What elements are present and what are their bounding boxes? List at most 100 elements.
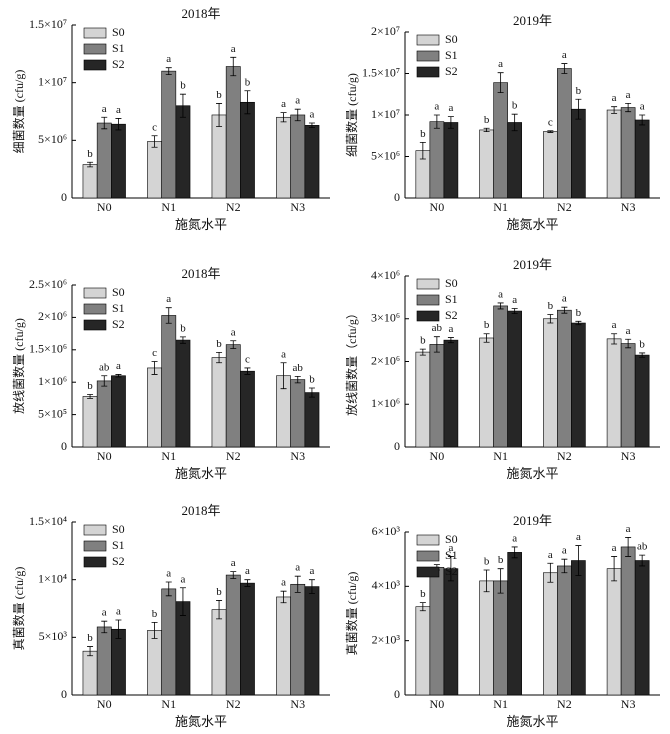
significance-label: a [166, 568, 171, 580]
legend-label: S1 [445, 48, 458, 62]
bar [225, 344, 241, 448]
error-bar [280, 112, 287, 123]
error-bar [511, 546, 518, 559]
x-tick-label: N3 [290, 200, 305, 214]
y-tick-label: 4×10³ [372, 578, 401, 592]
significance-label: a [640, 101, 645, 113]
bar [225, 66, 241, 199]
legend-swatch [416, 550, 440, 562]
error-bar [115, 374, 122, 378]
error-bar [433, 336, 440, 353]
chart-title: 2019年 [513, 513, 552, 528]
x-tick-label: N3 [621, 697, 636, 711]
error-bar [280, 362, 287, 390]
bar [290, 583, 306, 696]
significance-label: a [281, 577, 286, 589]
error-bar [561, 558, 568, 574]
significance-label: a [309, 565, 314, 577]
error-bar [115, 118, 122, 131]
bar [493, 82, 508, 199]
x-tick-label: N1 [493, 200, 508, 214]
error-bar [230, 56, 237, 77]
legend-swatch [416, 50, 440, 62]
legend-label: S1 [112, 41, 125, 55]
bar [634, 354, 650, 448]
y-tick-label: 1×10⁶ [371, 396, 400, 410]
y-tick-label: 5×10⁶ [38, 132, 67, 146]
significance-label: a [562, 49, 567, 61]
legend-swatch [83, 27, 107, 39]
significance-label: a [448, 102, 453, 114]
error-bar [419, 348, 426, 356]
error-bar [561, 306, 568, 314]
significance-label: a [281, 98, 286, 110]
error-bar [419, 141, 426, 160]
x-tick-label: N3 [621, 449, 636, 463]
bar [443, 568, 459, 696]
significance-label: b [87, 632, 93, 644]
legend-swatch [416, 278, 440, 290]
bar [429, 344, 445, 448]
significance-label: ab [293, 362, 304, 374]
bar [557, 565, 572, 696]
significance-label: b [420, 128, 426, 140]
significance-label: a [626, 523, 631, 535]
significance-label: a [498, 58, 503, 70]
bar [479, 337, 494, 448]
bar [211, 357, 227, 448]
bar [211, 114, 227, 199]
bar [240, 370, 255, 448]
bar [543, 131, 558, 199]
error-bar [575, 545, 582, 576]
significance-label: b [484, 556, 490, 568]
significance-label: a [116, 606, 121, 618]
y-tick-label: 3×10⁶ [371, 311, 400, 325]
significance-label: b [484, 114, 490, 126]
error-bar [165, 581, 172, 597]
bar [240, 101, 255, 199]
y-tick-label: 0 [61, 190, 67, 204]
bar [276, 116, 291, 199]
significance-label: a [245, 565, 250, 577]
significance-label: a [295, 562, 300, 574]
significance-label: b [216, 89, 222, 101]
bar [634, 119, 650, 199]
bar [443, 339, 459, 448]
error-bar [101, 375, 108, 387]
significance-label: a [626, 89, 631, 101]
significance-label: b [498, 554, 504, 566]
x-axis-label: 施氮水平 [506, 714, 558, 729]
error-bar [547, 314, 554, 324]
significance-label: c [548, 116, 553, 128]
bar [620, 343, 636, 448]
error-bar [497, 72, 504, 93]
bar [507, 552, 522, 696]
y-tick-label: 2×10⁷ [371, 24, 400, 38]
significance-label: a [626, 325, 631, 337]
legend-label: S2 [445, 64, 458, 78]
significance-label: b [216, 338, 222, 350]
bar [211, 609, 227, 696]
legend-label: S1 [445, 548, 458, 562]
y-tick-label: 2.5×10⁶ [29, 277, 67, 291]
y-tick-label: 1.5×10⁷ [29, 17, 67, 31]
error-bar [165, 307, 172, 324]
bar [571, 560, 586, 696]
bar [96, 122, 112, 199]
error-bar [511, 113, 518, 132]
x-tick-label: N2 [557, 697, 572, 711]
error-bar [216, 103, 223, 127]
y-axis-label: 真菌数量 (cfu/g) [11, 567, 26, 651]
legend-swatch [416, 566, 440, 578]
bar [507, 310, 522, 448]
error-bar [308, 122, 315, 129]
error-bar [561, 63, 568, 74]
bar [304, 586, 320, 696]
error-bar [625, 338, 632, 349]
significance-label: b [87, 148, 93, 160]
x-tick-label: N2 [557, 200, 572, 214]
error-bar [575, 320, 582, 326]
significance-label: ab [99, 361, 110, 373]
